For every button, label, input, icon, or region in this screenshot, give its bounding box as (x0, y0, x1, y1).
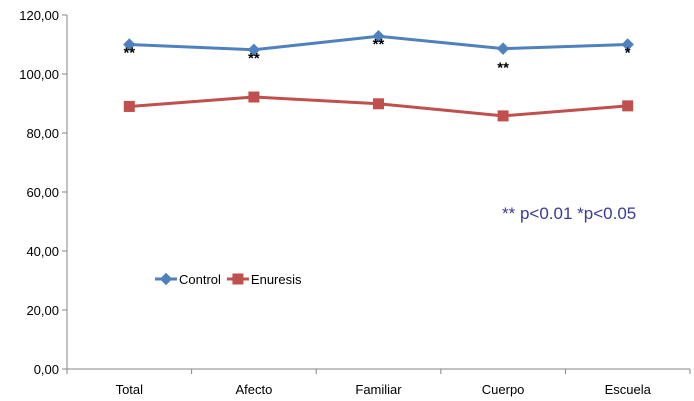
data-point-enuresis (373, 98, 384, 110)
x-tick-label: Escuela (605, 382, 652, 397)
legend-item-enuresis: Enuresis (226, 272, 302, 287)
significance-mark: ** (497, 60, 509, 77)
significance-mark: * (625, 45, 631, 62)
significance-mark: ** (373, 36, 385, 53)
series-enuresis (123, 91, 634, 122)
series-layer (123, 30, 634, 122)
y-tick-label: 20,00 (26, 303, 59, 318)
x-tick-label: Familiar (355, 382, 402, 397)
data-point-control (621, 38, 634, 51)
legend-marker (232, 273, 244, 285)
data-point-enuresis (248, 91, 260, 103)
y-tick-label: 60,00 (26, 185, 59, 200)
y-tick-label: 100,00 (19, 67, 59, 82)
legend-label: Control (179, 272, 221, 287)
legend: Control Enuresis (155, 272, 302, 287)
x-tick-label: Cuerpo (482, 382, 525, 397)
x-tick-label: Afecto (235, 382, 272, 397)
y-tick-label: 0,00 (34, 362, 59, 377)
data-point-enuresis (497, 110, 509, 122)
y-tick-label: 120,00 (19, 8, 59, 23)
significance-annotation: ** p<0.01 *p<0.05 (502, 204, 636, 223)
y-tick-label: 40,00 (26, 244, 59, 259)
significance-mark: ** (123, 45, 135, 62)
series-control (123, 30, 634, 57)
x-axis-ticks: Total Afecto Familiar Cuerpo Escuela (66, 369, 691, 397)
legend-item-control: Control (155, 272, 221, 287)
data-point-enuresis (123, 100, 135, 112)
y-axis-ticks: 0,00 20,00 40,00 60,00 80,00 100,00 120,00 (19, 8, 67, 377)
data-point-control (496, 42, 510, 55)
data-point-control (123, 38, 136, 51)
significance-mark: ** (248, 50, 260, 67)
legend-label: Enuresis (251, 272, 302, 287)
y-tick-label: 80,00 (26, 126, 59, 141)
data-point-enuresis (622, 100, 634, 112)
data-point-control (247, 43, 261, 57)
legend-marker (159, 272, 173, 286)
x-tick-label: Total (116, 382, 144, 397)
chart-axes (66, 15, 690, 370)
data-point-control (372, 30, 385, 43)
significance-marks: ** ******* (123, 36, 630, 76)
